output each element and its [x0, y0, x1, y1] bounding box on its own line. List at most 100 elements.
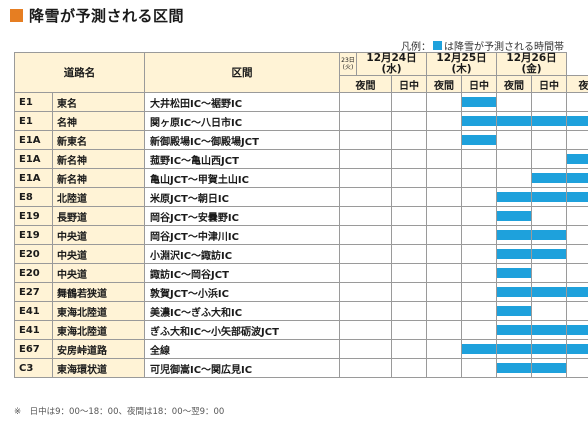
slot-cell — [496, 149, 533, 169]
slot-cell — [426, 358, 463, 378]
slot-cell — [531, 244, 568, 264]
snow-bar — [532, 325, 567, 335]
table-row: E41 東海北陸道 美濃IC～ぎふ大和IC — [14, 301, 588, 321]
slot-cell — [496, 339, 533, 359]
slot-cell — [566, 92, 588, 112]
section-name: 米原JCT～朝日IC — [144, 187, 340, 207]
snow-bar — [567, 173, 588, 183]
slot-cell — [496, 92, 533, 112]
slot-cell — [461, 130, 498, 150]
snow-bar — [497, 192, 532, 202]
snow-forecast-table: 道路名 区間 23日 (火) 12月24日 (水) 12月25日 (木) 12月26日… — [14, 52, 588, 378]
header-day-3: 12月26日 (金) — [496, 52, 568, 76]
slot-cell — [531, 320, 568, 340]
slot-cell — [566, 358, 588, 378]
slot-cell — [339, 111, 392, 131]
slot-header: 夜 — [566, 75, 588, 93]
slot-header: 日中 — [390, 75, 428, 93]
section-name: 新御殿場IC～御殿場JCT — [144, 130, 340, 150]
header-day0: 23日 (火) — [339, 52, 357, 76]
slot-cell — [339, 301, 392, 321]
slot-cell — [496, 206, 533, 226]
slot-cell — [426, 282, 463, 302]
title-bar: 降雪が予測される区間 — [10, 4, 184, 26]
route-code: E20 — [14, 263, 53, 283]
slot-cell — [461, 111, 498, 131]
slot-cell — [426, 320, 463, 340]
snow-bar — [567, 325, 588, 335]
table-row: E41 東海北陸道 ぎふ大和IC～小矢部砺波JCT — [14, 320, 588, 340]
route-name: 中央道 — [52, 263, 145, 283]
slot-cell — [390, 206, 428, 226]
route-code: C3 — [14, 358, 53, 378]
table-row: E67 安房峠道路 全線 — [14, 339, 588, 359]
slot-cell — [461, 282, 498, 302]
slot-cell — [339, 225, 392, 245]
section-name: 小淵沢IC～諏訪IC — [144, 244, 340, 264]
slot-cell — [426, 339, 463, 359]
slot-cell — [566, 111, 588, 131]
slot-cell — [390, 130, 428, 150]
snow-bar — [497, 287, 532, 297]
slot-cell — [390, 92, 428, 112]
section-name: 美濃IC～ぎふ大和IC — [144, 301, 340, 321]
snow-bar — [567, 116, 588, 126]
route-name: 東海北陸道 — [52, 301, 145, 321]
slot-header: 日中 — [531, 75, 568, 93]
section-name: 菰野IC～亀山西JCT — [144, 149, 340, 169]
route-name: 東名 — [52, 92, 145, 112]
slot-cell — [339, 244, 392, 264]
route-name: 中央道 — [52, 225, 145, 245]
slot-header: 夜間 — [339, 75, 392, 93]
slot-cell — [339, 320, 392, 340]
slot-cell — [496, 244, 533, 264]
section-name: 敦賀JCT～小浜IC — [144, 282, 340, 302]
snow-bar — [497, 211, 532, 221]
route-code: E20 — [14, 244, 53, 264]
slot-cell — [426, 244, 463, 264]
route-name: 東海北陸道 — [52, 320, 145, 340]
snow-bar — [532, 192, 567, 202]
route-code: E1 — [14, 92, 53, 112]
snow-bar — [462, 135, 497, 145]
slot-cell — [531, 301, 568, 321]
legend: 凡例： は降雪が予測される時間帯 — [401, 38, 564, 53]
slot-cell — [426, 263, 463, 283]
route-name: 長野道 — [52, 206, 145, 226]
legend-colon: ： — [421, 42, 431, 53]
route-code: E27 — [14, 282, 53, 302]
slot-cell — [426, 130, 463, 150]
slot-cell — [461, 301, 498, 321]
slot-cell — [531, 130, 568, 150]
slot-cell — [566, 263, 588, 283]
route-name: 安房峠道路 — [52, 339, 145, 359]
section-name: 岡谷JCT～安曇野IC — [144, 206, 340, 226]
slot-cell — [426, 225, 463, 245]
route-name: 新名神 — [52, 149, 145, 169]
table-row: E8 北陸道 米原JCT～朝日IC — [14, 187, 588, 207]
slot-cell — [390, 282, 428, 302]
slot-cell — [531, 206, 568, 226]
slot-cell — [339, 339, 392, 359]
table-row: E27 舞鶴若狭道 敦賀JCT～小浜IC — [14, 282, 588, 302]
snow-bar — [497, 306, 532, 316]
snow-bar — [532, 363, 567, 373]
section-name: 亀山JCT～甲賀土山IC — [144, 168, 340, 188]
table-row: E20 中央道 小淵沢IC～諏訪IC — [14, 244, 588, 264]
slot-cell — [426, 187, 463, 207]
snow-bar — [497, 230, 532, 240]
slot-cell — [339, 92, 392, 112]
slot-cell — [496, 130, 533, 150]
snow-bar — [567, 287, 588, 297]
route-name: 中央道 — [52, 244, 145, 264]
route-name: 新東名 — [52, 130, 145, 150]
snow-bar — [497, 363, 532, 373]
snow-bar — [497, 249, 532, 259]
snow-bar — [532, 249, 567, 259]
slot-cell — [426, 206, 463, 226]
section-name: 全線 — [144, 339, 340, 359]
snow-bar — [567, 154, 588, 164]
snow-bar — [532, 173, 567, 183]
slot-cell — [531, 187, 568, 207]
slot-cell — [496, 168, 533, 188]
